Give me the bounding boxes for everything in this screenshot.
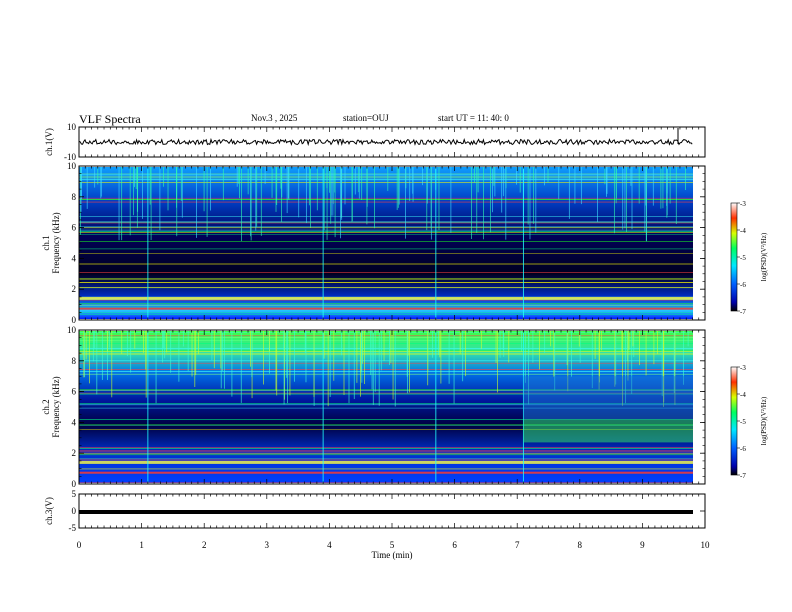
start-time-label: start UT = 11: 40: 0 [438, 113, 509, 123]
spectrogram-ch2 [79, 331, 693, 483]
colorbar-tick-label: -7 [740, 472, 746, 480]
y-tick-label: 6 [72, 387, 77, 397]
colorbar-label: log(PSD)(V²/Hz) [760, 232, 768, 281]
y-axis-title: ch.1 [41, 235, 51, 250]
station-label: station=OUJ [343, 113, 389, 123]
x-tick-label: 9 [640, 540, 645, 550]
colorbar-tick-label: -7 [740, 308, 746, 316]
spectrogram-ch1 [79, 167, 693, 319]
x-tick-label: 10 [701, 540, 711, 550]
y-tick-label: 0 [72, 506, 77, 516]
x-tick-label: 3 [265, 540, 270, 550]
colorbar [730, 202, 738, 312]
y-tick-label: 10 [67, 122, 77, 132]
y-tick-label: 5 [72, 489, 77, 499]
colorbar-tick-label: -5 [740, 418, 746, 426]
y-tick-label: 10 [67, 161, 77, 171]
colorbar-tick-label: -6 [740, 445, 746, 453]
y-tick-label: -10 [64, 152, 76, 162]
y-tick-label: 6 [72, 223, 77, 233]
x-tick-label: 0 [77, 540, 82, 550]
colorbar-tick-label: -5 [740, 254, 746, 262]
colorbar-tick-label: -4 [740, 391, 746, 399]
x-tick-label: 4 [327, 540, 332, 550]
ch1-waveform [78, 137, 693, 147]
colorbar-tick-label: -6 [740, 281, 746, 289]
colorbar-tick-label: -4 [740, 227, 746, 235]
colorbar-tick-label: -3 [740, 200, 746, 208]
y-axis-title: ch.3(V) [44, 497, 54, 525]
plot-title: VLF Spectra [79, 112, 141, 126]
y-tick-label: 4 [72, 253, 77, 263]
y-tick-label: 10 [67, 325, 77, 335]
x-axis-title: Time (min) [372, 550, 413, 560]
spectral-band [79, 471, 693, 474]
y-tick-label: 0 [72, 479, 77, 489]
colorbar-label: log(PSD)(V²/Hz) [760, 396, 768, 445]
x-tick-label: 8 [578, 540, 583, 550]
x-tick-label: 6 [452, 540, 457, 550]
y-tick-label: 2 [72, 448, 77, 458]
colorbar-tick-label: -3 [740, 364, 746, 372]
y-axis-title: ch.2 [41, 399, 51, 414]
spectral-band [79, 307, 693, 310]
x-tick-label: 7 [515, 540, 520, 550]
x-tick-label: 5 [390, 540, 395, 550]
y-tick-label: 4 [72, 417, 77, 427]
y-axis-title: Frequency (kHz) [51, 376, 61, 437]
emission-region [523, 419, 693, 443]
y-tick-label: 0 [72, 315, 77, 325]
spectral-band [79, 460, 693, 464]
x-tick-label: 1 [139, 540, 144, 550]
colorbar [730, 366, 738, 476]
date-label: Nov.3 , 2025 [251, 113, 298, 123]
y-tick-label: -5 [69, 523, 77, 533]
y-axis-title: ch.1(V) [44, 128, 54, 156]
y-tick-label: 8 [72, 356, 77, 366]
y-axis-title: Frequency (kHz) [51, 212, 61, 273]
spectral-band [79, 296, 693, 300]
emission-region [523, 376, 693, 420]
y-tick-label: 2 [72, 284, 77, 294]
x-tick-label: 2 [202, 540, 207, 550]
y-tick-label: 8 [72, 192, 77, 202]
